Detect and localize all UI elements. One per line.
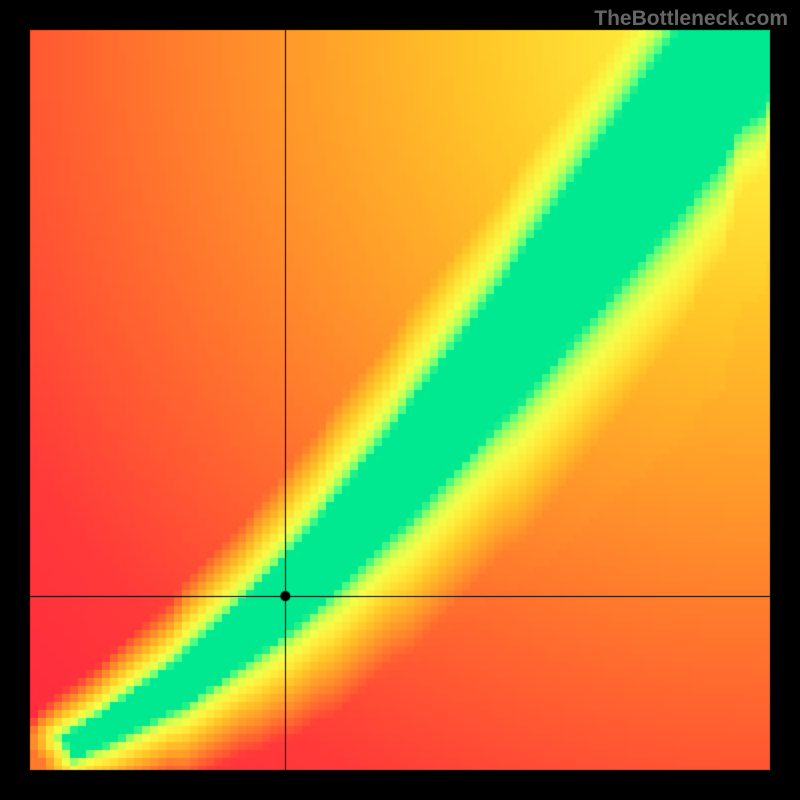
chart-container: { "meta": { "watermark_text": "TheBottle… bbox=[0, 0, 800, 800]
bottleneck-heatmap bbox=[0, 0, 800, 800]
watermark-text: TheBottleneck.com bbox=[594, 7, 788, 31]
